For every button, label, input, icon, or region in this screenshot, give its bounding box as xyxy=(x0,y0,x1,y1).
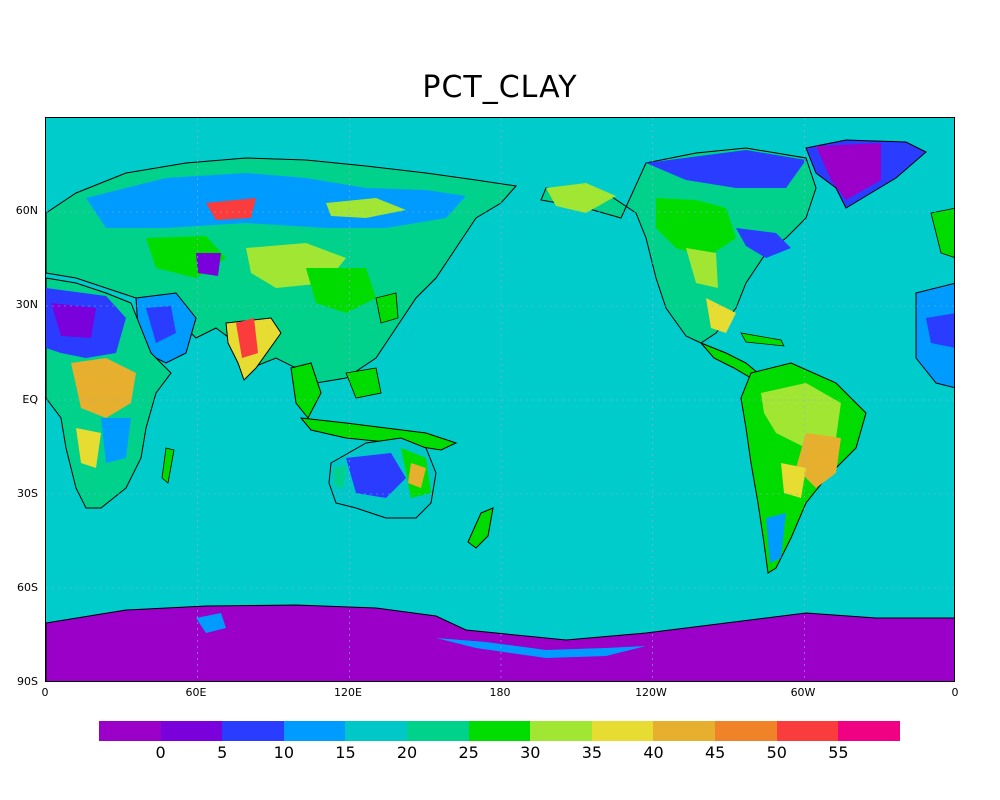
colorbar-box xyxy=(591,721,654,741)
central-america-region xyxy=(700,332,785,379)
colorbar-box xyxy=(222,721,284,741)
map-canvas xyxy=(46,118,954,681)
colorbar xyxy=(99,721,900,741)
colorbar-box xyxy=(99,721,161,741)
colorbar-box xyxy=(530,721,592,741)
colorbar-box xyxy=(283,721,346,741)
lon-label-0-right: 0 xyxy=(951,686,959,699)
antarctica-region xyxy=(46,604,954,681)
southeast-asia-region xyxy=(290,292,458,451)
colorbar-label: 40 xyxy=(643,743,664,762)
lon-label-120e: 120E xyxy=(334,686,362,699)
colorbar-label: 55 xyxy=(828,743,849,762)
colorbar-label: 15 xyxy=(335,743,356,762)
lat-label-30n: 30N xyxy=(15,298,38,311)
south-america-region xyxy=(740,362,867,574)
colorbar-box xyxy=(653,721,716,741)
colorbar-box xyxy=(407,721,469,741)
eurasia-region xyxy=(46,157,517,384)
map-plot-area xyxy=(45,117,955,682)
lat-label-30s: 30S xyxy=(17,487,38,500)
colorbar-label: 20 xyxy=(396,743,418,762)
colorbar-box xyxy=(838,721,900,741)
lon-label-180: 180 xyxy=(489,686,511,699)
greenland-region xyxy=(805,139,927,209)
colorbar-label: 30 xyxy=(520,743,541,762)
colorbar-label: 45 xyxy=(704,743,726,762)
lon-label-0-left: 0 xyxy=(41,686,49,699)
colorbar-box xyxy=(345,721,408,741)
colorbar-label: 10 xyxy=(273,743,295,762)
east-edge-region xyxy=(915,207,954,389)
colorbar-label: 50 xyxy=(766,743,787,762)
colorbar-label: 0 xyxy=(155,743,166,762)
new-zealand-region xyxy=(467,507,494,549)
colorbar-box xyxy=(715,721,777,741)
lon-label-60e: 60E xyxy=(185,686,207,699)
africa-region xyxy=(46,277,175,509)
lon-label-120w: 120W xyxy=(635,686,667,699)
colorbar-label: 25 xyxy=(458,743,479,762)
colorbar-label: 35 xyxy=(581,743,603,762)
map-title: PCT_CLAY xyxy=(422,70,578,105)
lat-label-60s: 60S xyxy=(17,581,38,594)
colorbar-box xyxy=(468,721,531,741)
colorbar-box xyxy=(776,721,839,741)
map-gridlines xyxy=(46,118,954,681)
lat-label-90s: 90S xyxy=(17,675,38,688)
colorbar-label: 5 xyxy=(217,743,228,762)
india-region xyxy=(225,317,282,381)
colorbar-box xyxy=(160,721,223,741)
lat-label-eq: EQ xyxy=(22,393,38,406)
lon-label-60w: 60W xyxy=(790,686,816,699)
australia-region xyxy=(328,437,437,519)
north-america-region xyxy=(540,147,817,344)
middle-east-region xyxy=(135,292,197,364)
lat-label-60n: 60N xyxy=(15,204,38,217)
